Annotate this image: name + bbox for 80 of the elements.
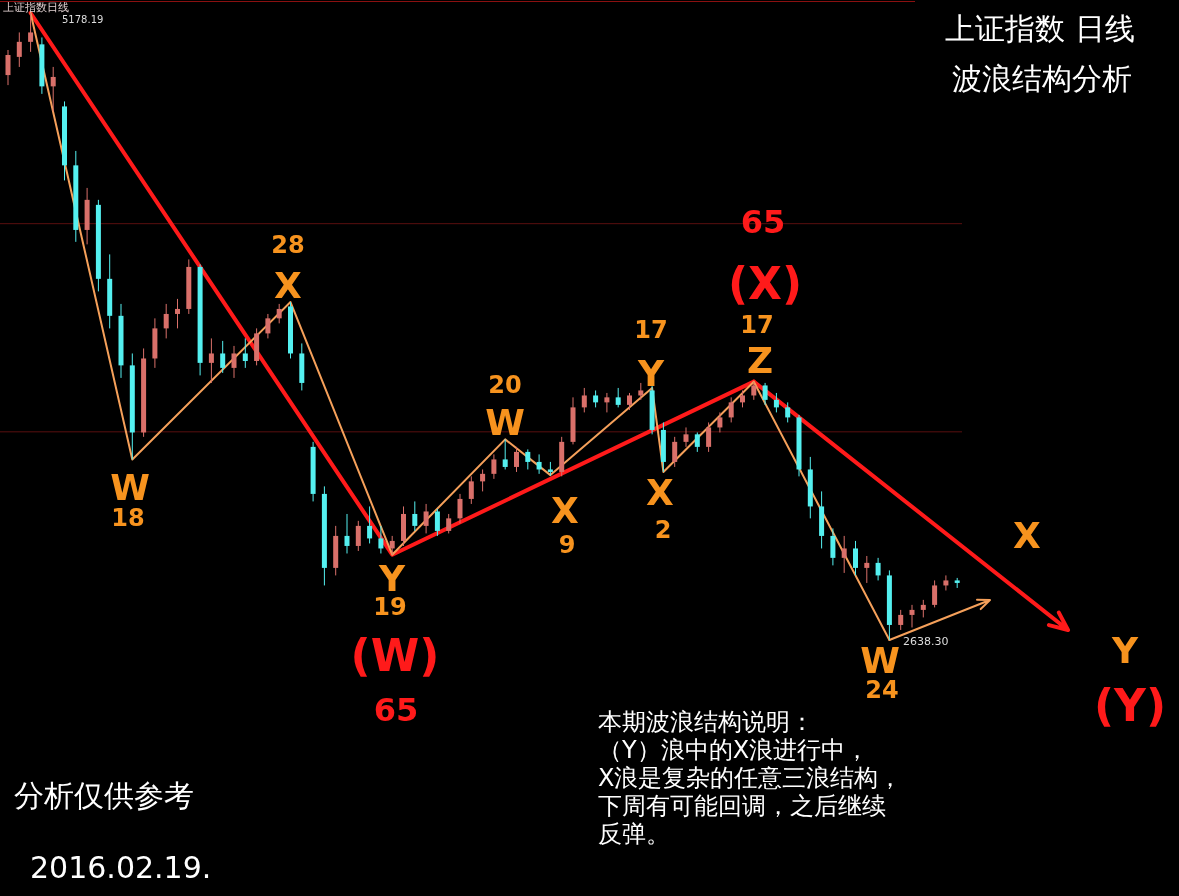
annotation: 2638.30 xyxy=(903,634,949,648)
candlestick xyxy=(943,574,949,591)
candlestick xyxy=(434,508,440,537)
candlestick xyxy=(231,345,237,379)
candlestick xyxy=(751,381,757,401)
candlestick xyxy=(50,66,56,112)
candlestick xyxy=(514,446,519,473)
candlestick xyxy=(932,579,938,608)
candlestick xyxy=(615,387,621,408)
candlestick xyxy=(785,401,791,423)
annotation: 20 xyxy=(488,371,522,399)
candlestick xyxy=(468,475,474,505)
candlestick xyxy=(717,411,723,433)
text: 上证指数 日线 xyxy=(945,10,1135,46)
candlestick xyxy=(491,453,497,480)
candlestick xyxy=(683,426,689,448)
candlestick xyxy=(389,535,395,556)
annotation: Z xyxy=(746,339,774,381)
candlestick xyxy=(898,609,904,631)
candlestick xyxy=(909,604,915,628)
candlestick xyxy=(220,340,226,374)
candlestick xyxy=(875,557,881,581)
candlestick xyxy=(773,392,779,413)
text: Y xyxy=(1110,629,1139,671)
candlestick xyxy=(830,527,836,566)
text: 波浪结构分析 xyxy=(952,60,1132,96)
annotation: W xyxy=(485,401,525,443)
annotation: X xyxy=(551,489,580,531)
text: 2016.02.19. xyxy=(30,849,212,885)
candlestick xyxy=(728,396,734,423)
candlestick xyxy=(502,438,508,470)
candlestick xyxy=(762,382,768,406)
candlestick xyxy=(265,313,271,339)
candlestick xyxy=(457,493,463,524)
text: 分析仅供参考 xyxy=(14,777,194,813)
candlestick xyxy=(480,468,486,492)
text: X xyxy=(1013,514,1042,556)
candlestick xyxy=(28,12,34,53)
annotation: (W) xyxy=(350,629,440,681)
candlestick xyxy=(853,540,858,576)
annotation: 17 xyxy=(740,311,774,339)
candlestick xyxy=(367,505,373,544)
candlestick xyxy=(276,303,282,324)
candlestick xyxy=(378,525,384,554)
candlestick xyxy=(694,431,700,453)
annotation: X xyxy=(274,264,303,306)
text: （Y）浪中的X浪进行中，X浪是复杂的任意三浪结构，下周有可能回调，之后继续反弹。 xyxy=(598,736,903,848)
candlestick xyxy=(706,421,712,453)
candlestick xyxy=(672,436,678,468)
candlestick xyxy=(841,535,847,574)
candlestick xyxy=(446,513,452,534)
candlestick xyxy=(344,513,350,554)
annotation: Y xyxy=(636,352,665,394)
candlestick xyxy=(604,392,610,413)
candlestick xyxy=(163,303,169,339)
annotation: 28 xyxy=(271,231,305,259)
candlestick xyxy=(242,337,248,369)
candlestick xyxy=(355,520,361,552)
annotation: (X) xyxy=(727,257,803,309)
annotation: 19 xyxy=(373,593,407,621)
candlestick xyxy=(5,49,11,86)
annotation: 9 xyxy=(558,531,576,559)
candlestick xyxy=(412,500,418,532)
text: 本期波浪结构说明： xyxy=(598,708,814,736)
annotation: 17 xyxy=(634,316,668,344)
candlestick xyxy=(864,555,870,584)
annotation: 5178.19 xyxy=(62,13,104,25)
text: 65 xyxy=(373,691,419,729)
candlestick xyxy=(525,448,531,470)
annotation: 上证指数日线 xyxy=(3,0,69,14)
annotation: X xyxy=(646,471,675,513)
annotation: 2 xyxy=(654,516,672,544)
text: (Y) xyxy=(1093,679,1167,731)
candlestick xyxy=(175,298,180,329)
candlestick xyxy=(16,31,22,68)
candlestick xyxy=(208,337,214,384)
candlestick xyxy=(536,453,542,475)
candlestick xyxy=(423,503,429,534)
candlestick xyxy=(581,387,587,413)
annotation: 65 xyxy=(740,203,786,241)
